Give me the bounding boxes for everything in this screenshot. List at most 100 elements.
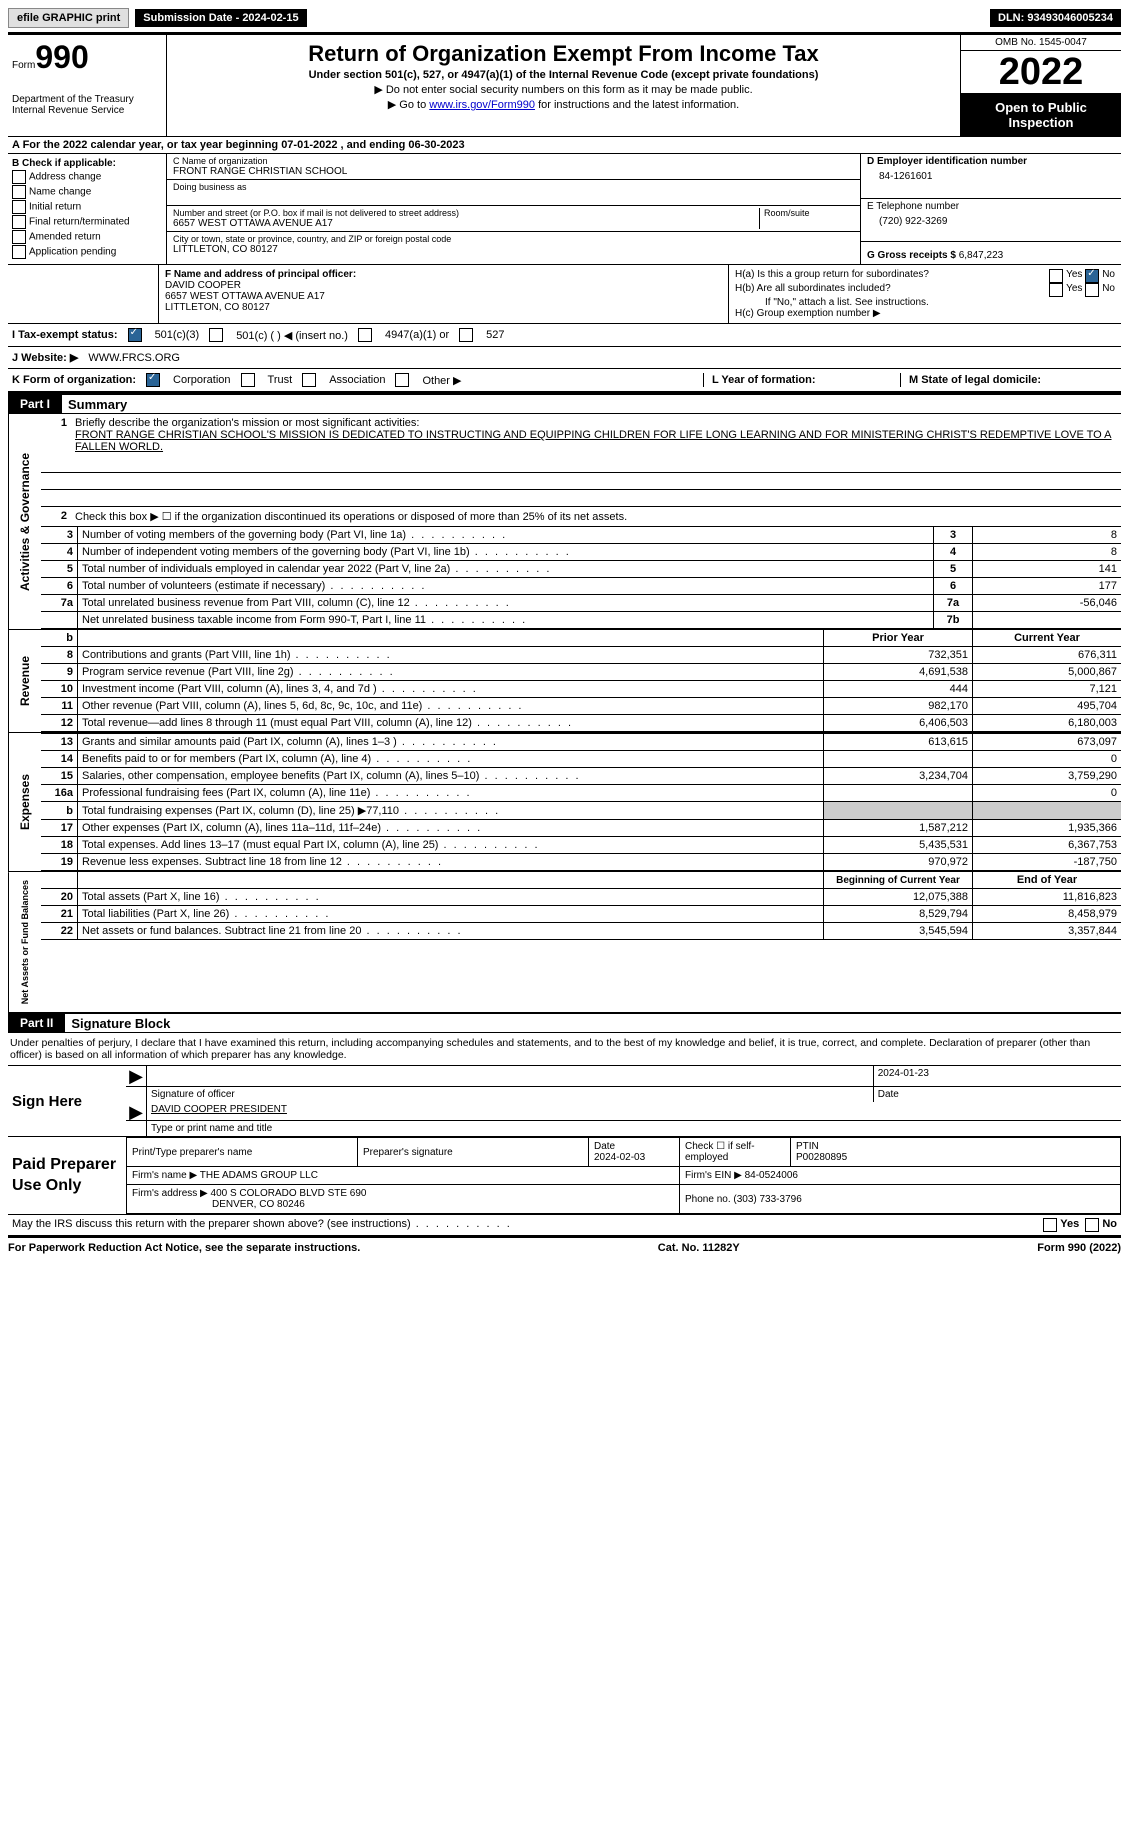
irs-label: Internal Revenue Service	[12, 105, 162, 116]
hb-yes[interactable]	[1049, 283, 1063, 297]
ha-lbl: H(a) Is this a group return for subordin…	[735, 269, 1049, 283]
footer-left: For Paperwork Reduction Act Notice, see …	[8, 1242, 360, 1254]
firm-ein: Firm's EIN ▶ 84-0524006	[680, 1167, 1121, 1185]
officer-name: DAVID COOPER PRESIDENT	[146, 1102, 1121, 1120]
dln-label: DLN: 93493046005234	[990, 9, 1121, 27]
b-title: B Check if applicable:	[12, 158, 162, 169]
g-gross-lbl: G Gross receipts $	[867, 250, 956, 261]
j-lbl: J Website: ▶	[12, 351, 78, 364]
opt-name: Name change	[29, 187, 91, 198]
side-net: Net Assets or Fund Balances	[8, 872, 41, 1012]
f-name: DAVID COOPER	[165, 280, 722, 291]
form-title: Return of Organization Exempt From Incom…	[175, 41, 952, 67]
chk-pending[interactable]	[12, 245, 26, 259]
discuss-row: May the IRS discuss this return with the…	[8, 1215, 1121, 1237]
website-val: WWW.FRCS.ORG	[88, 352, 180, 364]
side-expenses: Expenses	[8, 733, 41, 871]
d-ein-val: 84-1261601	[867, 167, 1115, 182]
top-bar: efile GRAPHIC print Submission Date - 20…	[8, 8, 1121, 28]
paid-preparer-lbl: Paid Preparer Use Only	[8, 1137, 126, 1214]
i-lbl: I Tax-exempt status:	[12, 329, 118, 341]
efile-print-button[interactable]: efile GRAPHIC print	[8, 8, 129, 28]
chk-corp[interactable]	[146, 373, 160, 387]
q2-text: Check this box ▶ ☐ if the organization d…	[75, 510, 627, 523]
part1-header: Part I Summary	[8, 394, 1121, 414]
note-goto-post: for instructions and the latest informat…	[535, 99, 739, 111]
mission-text: FRONT RANGE CHRISTIAN SCHOOL'S MISSION I…	[75, 429, 1112, 453]
activities-section: Activities & Governance 1 Briefly descri…	[8, 414, 1121, 630]
row-j: J Website: ▶ WWW.FRCS.ORG	[8, 347, 1121, 369]
expenses-table: 13Grants and similar amounts paid (Part …	[41, 733, 1121, 871]
net-section: Net Assets or Fund Balances Beginning of…	[8, 872, 1121, 1013]
discuss-yes[interactable]	[1043, 1218, 1057, 1232]
part1-title: Summary	[62, 397, 127, 412]
e-phone-val: (720) 922-3269	[867, 212, 1115, 227]
section-bcdeg: B Check if applicable: Address change Na…	[8, 154, 1121, 265]
chk-amended[interactable]	[12, 230, 26, 244]
begin-hdr: Beginning of Current Year	[824, 872, 973, 889]
chk-final[interactable]	[12, 215, 26, 229]
expenses-section: Expenses 13Grants and similar amounts pa…	[8, 733, 1121, 872]
note-goto-pre: ▶ Go to	[388, 99, 429, 111]
row-i: I Tax-exempt status: 501(c)(3) 501(c) ( …	[8, 324, 1121, 347]
chk-assoc[interactable]	[302, 373, 316, 387]
open-inspection: Open to Public Inspection	[961, 94, 1121, 136]
chk-501c3[interactable]	[128, 328, 142, 342]
g-gross-val: 6,847,223	[959, 250, 1004, 261]
d-ein-lbl: D Employer identification number	[867, 156, 1115, 167]
row-klm: K Form of organization: Corporation Trus…	[8, 369, 1121, 394]
part2-header: Part II Signature Block	[8, 1013, 1121, 1033]
city-lbl: City or town, state or province, country…	[173, 234, 854, 244]
f-lbl: F Name and address of principal officer:	[165, 269, 722, 280]
c-name-lbl: C Name of organization	[173, 156, 854, 166]
revenue-section: Revenue b Prior Year Current Year 8Contr…	[8, 630, 1121, 733]
opt-initial: Initial return	[29, 202, 81, 213]
submission-date: Submission Date - 2024-02-15	[135, 9, 306, 27]
firm-name: Firm's name ▶ THE ADAMS GROUP LLC	[127, 1167, 680, 1185]
firm-addr: Firm's address ▶ 400 S COLORADO BLVD STE…	[127, 1185, 680, 1214]
net-table: Beginning of Current Year End of Year 20…	[41, 872, 1121, 940]
part1-badge: Part I	[8, 395, 62, 413]
chk-501c[interactable]	[209, 328, 223, 342]
chk-initial[interactable]	[12, 200, 26, 214]
date-lbl: Date	[873, 1087, 1121, 1102]
ha-yes[interactable]	[1049, 269, 1063, 283]
sign-here-lbl: Sign Here	[8, 1066, 126, 1136]
prep-sig-lbl: Preparer's signature	[358, 1138, 589, 1167]
chk-address[interactable]	[12, 170, 26, 184]
footer-mid: Cat. No. 11282Y	[658, 1242, 740, 1254]
hb-no[interactable]	[1085, 283, 1099, 297]
f-addr1: 6657 WEST OTTAWA AVENUE A17	[165, 291, 722, 302]
form-subtitle: Under section 501(c), 527, or 4947(a)(1)…	[175, 69, 952, 81]
note-ssn: ▶ Do not enter social security numbers o…	[175, 83, 952, 96]
footer-right: Form 990 (2022)	[1037, 1242, 1121, 1254]
chk-527[interactable]	[459, 328, 473, 342]
ha-no[interactable]	[1085, 269, 1099, 283]
irs-link[interactable]: www.irs.gov/Form990	[429, 99, 535, 111]
side-governance: Activities & Governance	[8, 414, 41, 629]
chk-other[interactable]	[395, 373, 409, 387]
firm-phone: Phone no. (303) 733-3796	[680, 1185, 1121, 1214]
sign-date: 2024-01-23	[873, 1066, 1121, 1086]
prep-name-lbl: Print/Type preparer's name	[127, 1138, 358, 1167]
chk-name[interactable]	[12, 185, 26, 199]
discuss-no[interactable]	[1085, 1218, 1099, 1232]
form-word: Form	[12, 60, 35, 71]
chk-4947[interactable]	[358, 328, 372, 342]
hb-note: If "No," attach a list. See instructions…	[735, 297, 1115, 308]
org-name: FRONT RANGE CHRISTIAN SCHOOL	[173, 166, 854, 177]
form-number: 990	[35, 39, 88, 75]
name-title-lbl: Type or print name and title	[146, 1121, 1121, 1136]
section-fh: F Name and address of principal officer:…	[8, 265, 1121, 324]
penalty-text: Under penalties of perjury, I declare th…	[8, 1033, 1121, 1066]
discuss-text: May the IRS discuss this return with the…	[12, 1218, 512, 1232]
chk-trust[interactable]	[241, 373, 255, 387]
k-lbl: K Form of organization:	[12, 374, 136, 386]
city-val: LITTLETON, CO 80127	[173, 244, 854, 255]
part2-badge: Part II	[8, 1014, 65, 1032]
room-lbl: Room/suite	[764, 208, 854, 218]
m-lbl: M State of legal domicile:	[909, 374, 1041, 386]
end-hdr: End of Year	[973, 872, 1122, 889]
row-a-period: A For the 2022 calendar year, or tax yea…	[8, 137, 1121, 154]
opt-pending: Application pending	[29, 247, 116, 258]
